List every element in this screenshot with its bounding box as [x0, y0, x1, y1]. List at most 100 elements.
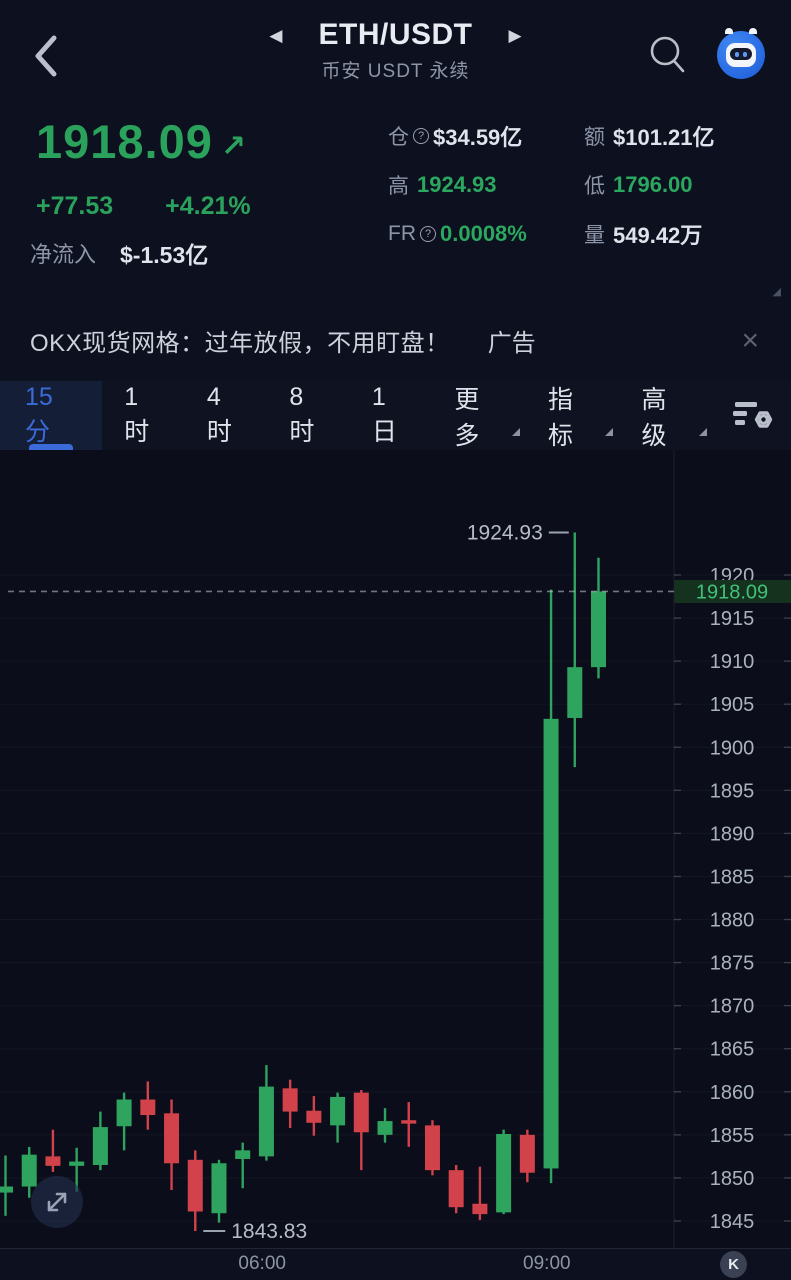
k-line-badge[interactable]: K [720, 1251, 747, 1278]
chart-settings-icon [733, 401, 773, 428]
market-subtitle: 币安 USDT 永续 [321, 61, 470, 82]
low-annotation-label: 1843.83 [231, 1220, 307, 1243]
candle-body [519, 1134, 535, 1173]
candle-body [591, 591, 606, 668]
price-change-percent: +4.21% [165, 192, 251, 220]
tab-interval-15分[interactable]: 15分 [0, 381, 103, 450]
ticker-panel: 1918.09 ↗ +77.53 +4.21% 净流入 $-1.53亿 仓? $3… [0, 104, 791, 300]
candle-body [0, 1186, 13, 1193]
candle-body [543, 718, 559, 1169]
next-symbol-icon[interactable]: ▶ [508, 25, 522, 45]
app-logo-icon[interactable] [717, 28, 765, 79]
tab-label: 15分 [25, 383, 53, 446]
tab-interval-指标[interactable]: 指标 [526, 381, 620, 450]
tab-label: 1时 [124, 383, 150, 446]
candle-body [21, 1154, 37, 1187]
candle-body [424, 1125, 440, 1171]
stat-value: $101.21亿 [613, 125, 715, 150]
logo-eye [735, 52, 739, 57]
expand-stats-triangle-icon[interactable]: ◢ [772, 286, 781, 298]
price-axis-label: 1880 [710, 910, 755, 932]
logo-face [726, 43, 756, 67]
tab-interval-高级[interactable]: 高级 [619, 381, 713, 450]
dropdown-triangle-icon [511, 428, 520, 436]
stats-row: 仓? $34.59亿额 $101.21亿 [388, 120, 784, 152]
tab-label: 4时 [206, 383, 232, 446]
logo-ear [725, 28, 733, 34]
price-axis-label: 1905 [710, 694, 755, 716]
stats-row: 高 1924.93 低 1796.00 [388, 170, 784, 200]
help-icon[interactable]: ? [420, 226, 436, 242]
candle-body [448, 1170, 464, 1208]
logo-ear [749, 28, 757, 34]
ad-banner[interactable]: OKX现货网格：过年放假，不用盯盘！ 广告 × [0, 300, 791, 381]
chart-area[interactable]: 1920 1915 1910 1905 1900 1895 1890 1885 1880 1875… [0, 450, 791, 1248]
tab-label: 8时 [289, 383, 315, 446]
stat-value: 1796.00 [613, 172, 693, 197]
last-price-tag [674, 579, 791, 603]
tab-interval-4时[interactable]: 4时 [185, 381, 268, 450]
high-annotation-label: 1924.93 [467, 522, 543, 545]
candle-body [92, 1127, 108, 1165]
candle-body [353, 1092, 369, 1133]
last-price: 1918.09 [36, 115, 213, 168]
help-icon[interactable]: ? [413, 128, 429, 144]
stat-label: 量 [584, 224, 605, 247]
time-axis: 06:00 09:00 K [0, 1248, 791, 1280]
candle-body [69, 1161, 85, 1166]
tab-interval-更多[interactable]: 更多 [432, 381, 526, 450]
candle-body [116, 1099, 132, 1127]
tab-label: 1日 [371, 383, 397, 446]
back-button[interactable] [24, 30, 72, 82]
tab-interval-1时[interactable]: 1时 [102, 381, 185, 450]
interval-tabs: 15分 1时 4时 8时 1日 更多 指标 高级 [0, 381, 713, 450]
dropdown-triangle-icon [605, 428, 614, 436]
symbol-title-group: ◀ ETH/USDT ▶ 币安 USDT 永续 [0, 18, 791, 83]
stat-label: 高 [388, 175, 409, 198]
stats-grid: 仓? $34.59亿额 $101.21亿高 1924.93 低 1796.00 FR? 0.0… [388, 120, 784, 250]
stat-cell: 低 1796.00 [584, 170, 784, 200]
price-axis-label: 1855 [710, 1125, 755, 1147]
price-axis-label: 1845 [710, 1211, 755, 1233]
netflow-value: $-1.53亿 [120, 242, 209, 268]
candle-body [45, 1156, 61, 1166]
price-axis-label: 1900 [710, 737, 755, 759]
stat-value: 549.42万 [613, 223, 703, 248]
dropdown-triangle-icon [699, 428, 708, 436]
search-button[interactable] [645, 32, 691, 78]
candle-body [211, 1163, 227, 1214]
stat-cell: 仓? $34.59亿 [388, 120, 584, 152]
tab-interval-8时[interactable]: 8时 [267, 381, 350, 450]
header: ◀ ETH/USDT ▶ 币安 USDT 永续 [0, 0, 791, 104]
candle-body [258, 1086, 274, 1157]
candle-body [330, 1096, 346, 1126]
tab-interval-1日[interactable]: 1日 [350, 381, 433, 450]
candle-body [377, 1121, 393, 1135]
interval-toolbar: 15分 1时 4时 8时 1日 更多 指标 高级 [0, 381, 791, 450]
price-axis-label: 1890 [710, 823, 755, 845]
candle-body [282, 1088, 298, 1112]
stat-cell: 高 1924.93 [388, 170, 584, 200]
tab-label: 高级 [641, 385, 667, 450]
chart-settings-button[interactable] [713, 381, 791, 450]
stat-label: 低 [584, 175, 605, 198]
logo-visor [730, 48, 752, 60]
candle-body [140, 1099, 156, 1116]
page-title: ETH/USDT [318, 18, 473, 51]
ad-close-icon[interactable]: × [741, 323, 759, 357]
price-axis-label: 1915 [710, 608, 755, 630]
logo-eye [743, 52, 747, 57]
candle-body [567, 667, 583, 718]
price-change: +77.53 [36, 192, 114, 220]
expand-arrows-icon [47, 1192, 67, 1212]
stat-cell: FR? 0.0008% [388, 218, 584, 250]
prev-symbol-icon[interactable]: ◀ [269, 25, 283, 45]
price-axis-label: 1885 [710, 866, 755, 888]
netflow-label: 净流入 [30, 242, 97, 267]
price-axis-label: 1910 [710, 651, 755, 673]
fullscreen-chart-button[interactable] [31, 1176, 83, 1228]
ad-text[interactable]: OKX现货网格：过年放假，不用盯盘！ [30, 330, 450, 357]
tab-label: 更多 [454, 385, 480, 450]
candlestick-chart[interactable]: 1920191519101905190018951890188518801875… [0, 450, 791, 1248]
